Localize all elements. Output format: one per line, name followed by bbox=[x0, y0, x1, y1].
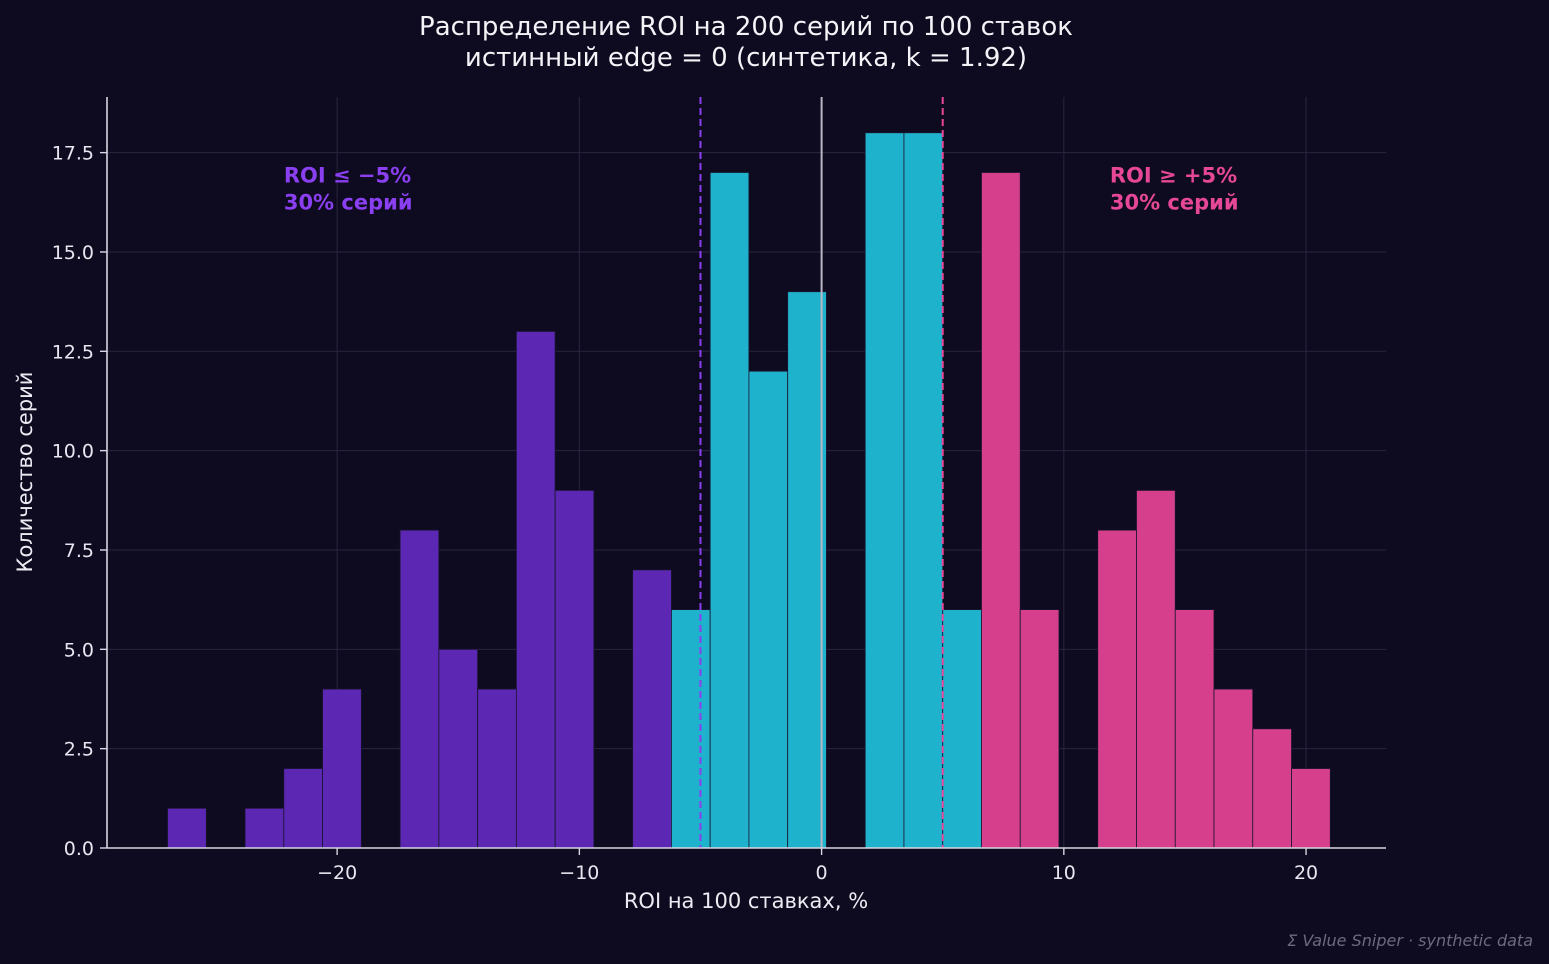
axes bbox=[106, 97, 1386, 849]
y-tick-label: 17.5 bbox=[52, 143, 94, 165]
y-tick-label: 0.0 bbox=[64, 838, 94, 860]
y-tick-label: 5.0 bbox=[64, 639, 94, 661]
histogram-bar-high-18 bbox=[1019, 609, 1060, 849]
histogram-bar-high-17 bbox=[981, 172, 1021, 849]
histogram-bar-low-7 bbox=[515, 331, 556, 849]
y-tick-label: 2.5 bbox=[64, 739, 94, 761]
y-axis-label: Количество серий bbox=[13, 372, 37, 573]
chart-title: Распределение ROI на 200 серий по 100 ст… bbox=[419, 12, 1073, 42]
x-tick-label: 10 bbox=[1052, 862, 1076, 884]
x-axis-label: ROI на 100 ставках, % bbox=[624, 889, 868, 913]
histogram-bar-high-19 bbox=[1097, 529, 1137, 849]
annotation-line1-0: ROI ≤ −5% bbox=[284, 163, 411, 187]
histogram-bar-high-20 bbox=[1136, 489, 1176, 849]
chart-subtitle: истинный edge = 0 (синтетика, k = 1.92) bbox=[465, 43, 1027, 73]
histogram-bar-mid-12 bbox=[748, 370, 789, 849]
histogram-bar-low-8 bbox=[554, 489, 595, 849]
histogram-bar-low-2 bbox=[283, 768, 323, 849]
histogram-bars bbox=[167, 132, 1331, 849]
histogram-bar-mid-10 bbox=[671, 609, 711, 849]
histogram-bar-mid-14 bbox=[864, 132, 905, 849]
x-tick-label: 20 bbox=[1294, 862, 1318, 884]
watermark: Σ Value Sniper · synthetic data bbox=[1287, 931, 1533, 950]
histogram-bar-low-6 bbox=[477, 688, 517, 849]
annotation-line1-1: ROI ≥ +5% bbox=[1110, 163, 1237, 187]
y-tick-label: 10.0 bbox=[52, 441, 94, 463]
histogram-bar-mid-15 bbox=[903, 132, 944, 849]
annotation-line2-0: 30% серий bbox=[284, 190, 413, 214]
annotation-line2-1: 30% серий bbox=[1110, 190, 1239, 214]
x-tick-label: 0 bbox=[816, 862, 828, 884]
histogram-bar-low-3 bbox=[322, 688, 362, 849]
histogram-bar-mid-13 bbox=[787, 291, 827, 849]
histogram-bar-high-23 bbox=[1252, 728, 1292, 849]
histogram-bar-low-9 bbox=[632, 569, 672, 849]
x-tick-label: −20 bbox=[317, 862, 357, 884]
histogram-bar-low-1 bbox=[244, 807, 285, 849]
histogram-bar-mid-11 bbox=[709, 172, 750, 849]
reference-lines bbox=[699, 97, 944, 848]
y-tick-label: 15.0 bbox=[52, 242, 94, 264]
y-tick-label: 12.5 bbox=[52, 341, 94, 363]
histogram-bar-low-0 bbox=[167, 807, 207, 849]
histogram-bar-low-4 bbox=[399, 529, 440, 849]
histogram-bar-high-22 bbox=[1213, 688, 1254, 849]
histogram-bar-high-24 bbox=[1291, 768, 1331, 849]
tick-labels: 0.0 2.5 5.0 7.5 10.0 12.5 15.0 17.5 −20 −10 0 10 20 bbox=[52, 143, 1318, 884]
y-tick-label: 7.5 bbox=[64, 540, 94, 562]
histogram-bar-mid-16 bbox=[942, 609, 982, 849]
histogram-bar-high-21 bbox=[1174, 609, 1215, 849]
x-tick-label: −10 bbox=[559, 862, 599, 884]
histogram-bar-low-5 bbox=[438, 648, 479, 849]
annotations: ROI ≤ −5% 30% серий ROI ≥ +5% 30% серий bbox=[284, 163, 1239, 214]
